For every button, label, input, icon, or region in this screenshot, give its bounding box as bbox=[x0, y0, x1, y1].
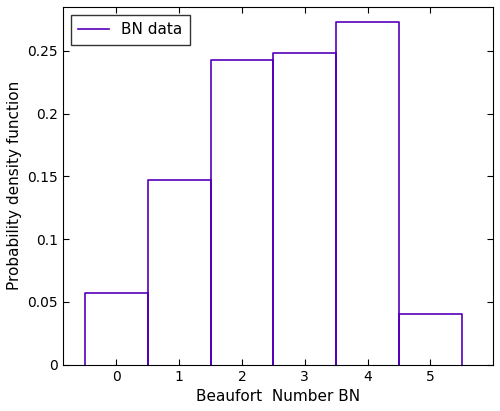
BN data bbox=[458, 312, 464, 317]
BN data bbox=[458, 362, 464, 367]
BN data bbox=[333, 20, 339, 25]
BN data bbox=[208, 57, 214, 62]
BN data bbox=[270, 51, 276, 56]
BN data bbox=[208, 178, 214, 182]
BN data bbox=[396, 362, 402, 367]
BN data bbox=[396, 20, 402, 25]
BN data bbox=[145, 291, 151, 296]
BN data bbox=[145, 178, 151, 182]
Legend: BN data: BN data bbox=[71, 14, 190, 45]
BN data bbox=[270, 57, 276, 62]
BN data bbox=[208, 362, 214, 367]
Line: BN data: BN data bbox=[85, 22, 462, 365]
BN data bbox=[333, 362, 339, 367]
BN data bbox=[82, 362, 88, 367]
X-axis label: Beaufort  Number BN: Beaufort Number BN bbox=[196, 389, 360, 404]
BN data bbox=[396, 312, 402, 317]
BN data bbox=[145, 362, 151, 367]
BN data bbox=[270, 362, 276, 367]
BN data bbox=[333, 51, 339, 56]
BN data bbox=[82, 291, 88, 296]
Y-axis label: Probability density function: Probability density function bbox=[7, 81, 22, 291]
